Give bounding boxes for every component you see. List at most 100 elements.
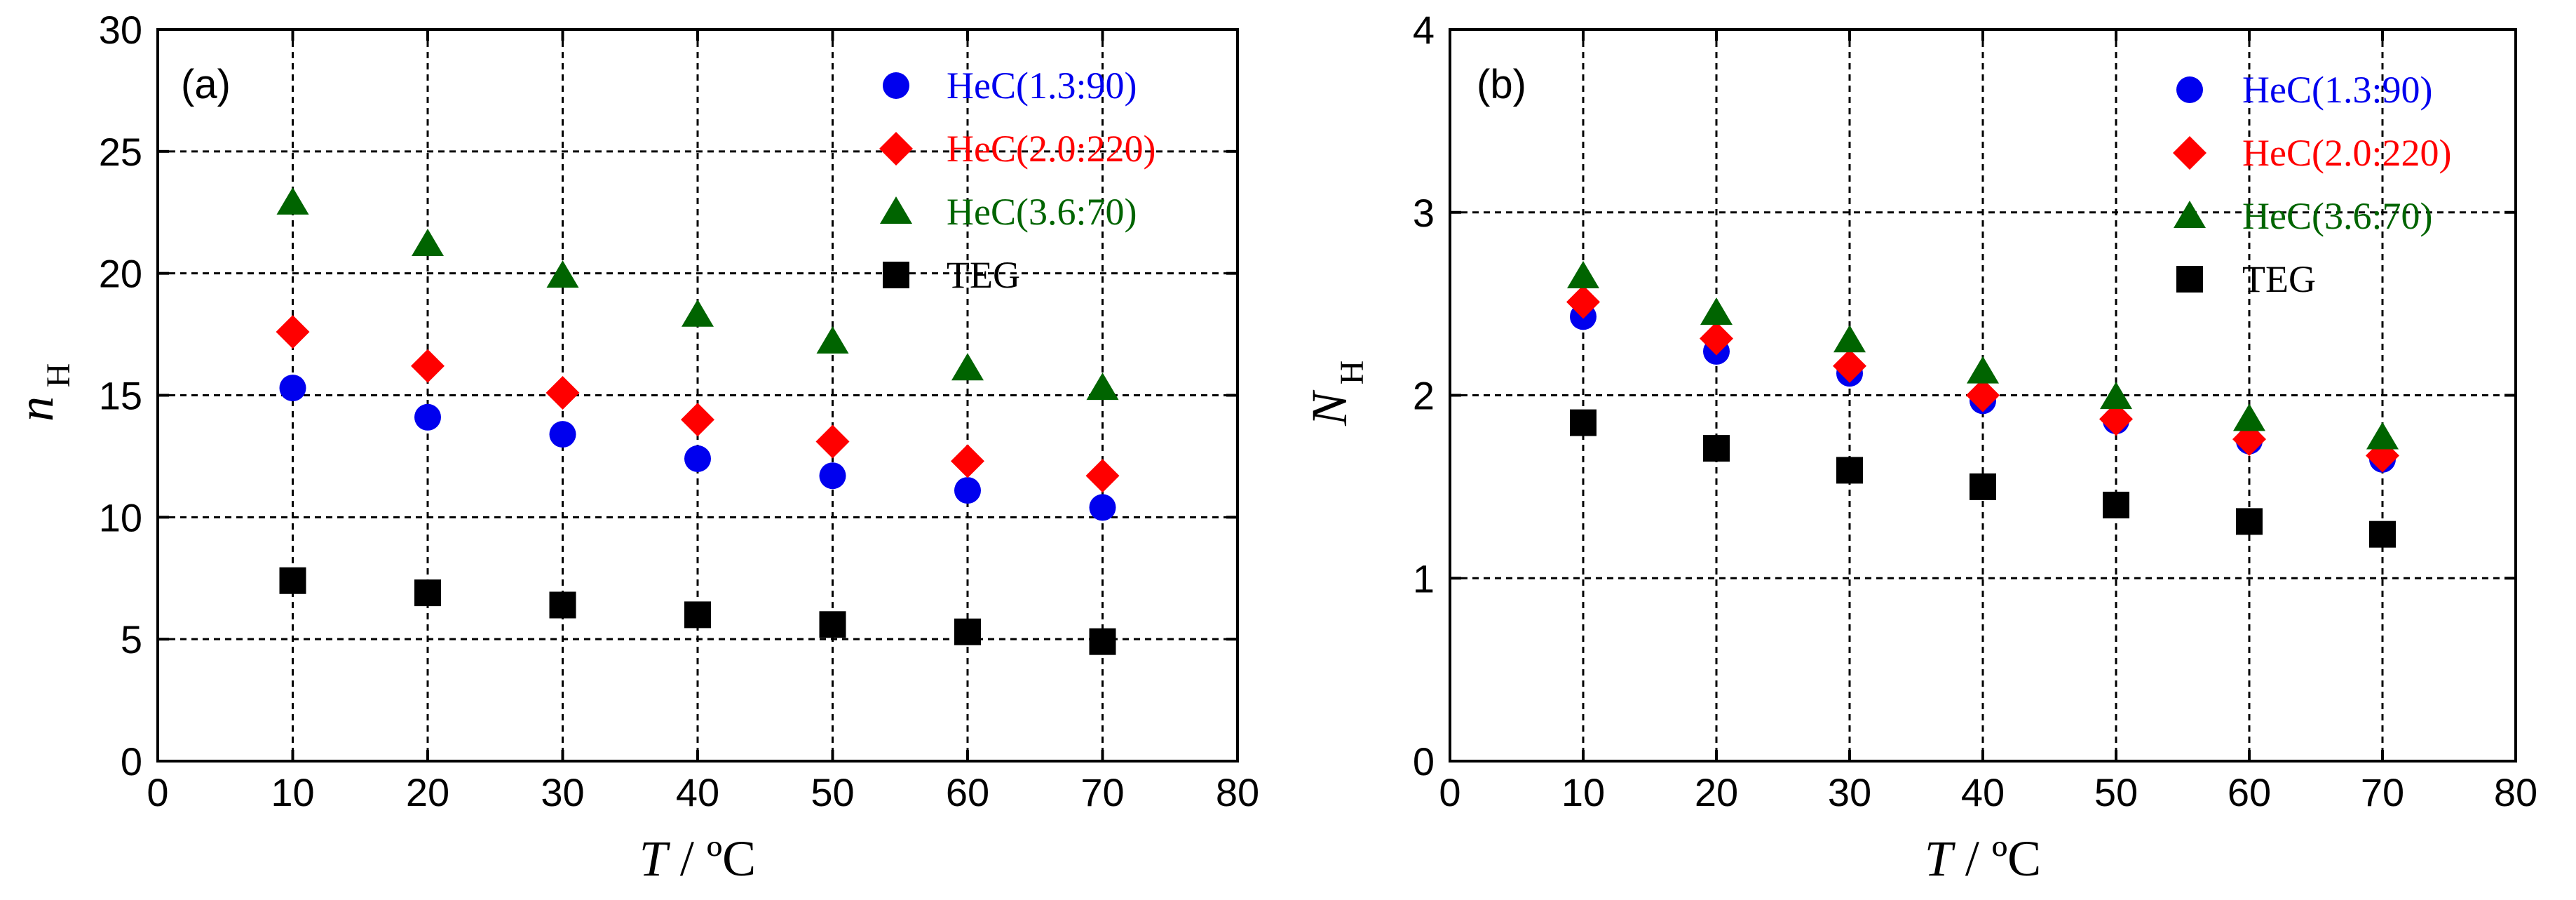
panel-b-point-hec-2-0-220	[1566, 285, 1600, 319]
panel-b-point-hec-2-0-220	[1833, 349, 1866, 383]
panel-a-point-hec-2-0-220	[545, 376, 580, 410]
panel-b-ticks	[1449, 28, 2517, 763]
panel-a-y-tick-label: 25	[99, 130, 142, 174]
panel-a-point-hec-3-6-70	[816, 326, 849, 354]
panel-b-tick-labels: 0 10 20 30 40 50 60 70 80 0 1 2 3 4	[1413, 8, 2537, 814]
panel-b-y-axis-subscript: H	[1334, 361, 1371, 385]
panel-a-x-tick-label: 70	[1080, 770, 1124, 814]
panel-a-point-hec-3-6-70	[951, 353, 984, 381]
panel-a-x-tick-label: 10	[271, 770, 314, 814]
panel-a-legend-label: HeC(2.0:220)	[947, 128, 1155, 170]
panel-a-point-hec-3-6-70	[276, 187, 309, 215]
panel-a-point-teg	[819, 611, 846, 638]
panel-b-legend-label: HeC(1.3:90)	[2242, 69, 2432, 111]
panel-a-point-hec-2-0-220	[681, 403, 714, 437]
panel-b-point-hec-3-6-70	[1700, 297, 1733, 325]
panel-b-x-tick-label: 40	[1961, 770, 2005, 814]
panel-b-point-teg	[2236, 508, 2263, 535]
panel-a-point-hec-2-0-220	[1085, 459, 1120, 493]
panel-b-x-tick-label: 20	[1695, 770, 1738, 814]
panel-a-y-tick-label: 5	[121, 617, 142, 661]
panel-a-legend-marker	[883, 72, 909, 99]
panel-b-x-tick-label: 0	[1439, 770, 1460, 814]
panel-a-legend-marker	[883, 262, 909, 288]
panel-a-y-tick-label: 30	[99, 8, 142, 52]
panel-b-legend-marker	[2176, 266, 2203, 293]
panel-b-legend-label: TEG	[2242, 258, 2316, 300]
panel-a-points	[276, 187, 1120, 655]
panel-a-point-hec-3-6-70	[1086, 372, 1119, 401]
panel-b-x-tick-label: 50	[2094, 770, 2138, 814]
panel-a-y-axis-symbol: n	[8, 396, 64, 422]
panel-a-legend-marker	[880, 196, 912, 224]
panel-a-x-tick-label: 60	[946, 770, 989, 814]
panel-a-label: (a)	[181, 62, 231, 107]
panel-b-point-teg	[2103, 491, 2129, 518]
panel-a-y-tick-label: 10	[99, 495, 142, 539]
panel-a-point-hec-2-0-220	[411, 349, 445, 383]
panel-b-points	[1566, 261, 2399, 548]
panel-b-x-axis-title: T / ºC	[1925, 831, 2041, 887]
panel-a-x-tick-label: 40	[676, 770, 719, 814]
panel-b-point-hec-3-6-70	[1833, 325, 1866, 353]
panel-b-label: (b)	[1477, 62, 1526, 107]
panel-b-point-hec-2-0-220	[2099, 402, 2133, 436]
panel-a-point-hec-1-3-90	[684, 445, 711, 472]
panel-b-y-tick-label: 4	[1413, 8, 1435, 52]
panel-a-point-hec-1-3-90	[414, 403, 441, 431]
panel-a-point-teg	[954, 618, 981, 645]
panel-a-x-axis-symbol: T	[639, 831, 671, 887]
panel-b-point-hec-3-6-70	[1567, 261, 1599, 289]
panel-b-x-tick-label: 10	[1561, 770, 1605, 814]
panel-b-y-axis-title: N H	[1301, 361, 1371, 427]
panel-a: 0 10 20 30 40 50 60 70 80 0 5 10 15 20 25 30 (a) T / ºC…	[8, 8, 1259, 887]
panel-a-legend-label: HeC(1.3:90)	[947, 65, 1137, 107]
panel-a-y-tick-label: 20	[99, 252, 142, 296]
panel-b-x-tick-label: 30	[1828, 770, 1871, 814]
panel-b: 0 10 20 30 40 50 60 70 80 0 1 2 3 4 (b) T / ºC N H He…	[1301, 8, 2537, 887]
panel-b-point-hec-3-6-70	[2233, 403, 2265, 431]
panel-a-ticks	[156, 28, 1239, 763]
panel-b-point-teg	[2369, 520, 2396, 548]
panel-a-x-tick-label: 30	[541, 770, 584, 814]
panel-b-y-axis-symbol: N	[1301, 389, 1357, 427]
panel-b-point-hec-2-0-220	[1700, 321, 1733, 356]
panel-a-x-axis-title: T / ºC	[639, 831, 756, 887]
panel-a-y-tick-label: 15	[99, 374, 142, 418]
panel-a-point-hec-1-3-90	[1089, 494, 1116, 521]
panel-a-tick-labels: 0 10 20 30 40 50 60 70 80 0 5 10 15 20 25 30	[99, 8, 1259, 814]
panel-b-point-teg	[1970, 473, 1996, 500]
panel-a-point-hec-3-6-70	[546, 260, 579, 288]
panel-b-point-teg	[1836, 457, 1863, 484]
panel-a-x-tick-label: 20	[406, 770, 449, 814]
panel-a-x-tick-label: 50	[811, 770, 854, 814]
panel-b-point-hec-3-6-70	[2100, 382, 2132, 410]
panel-a-point-hec-3-6-70	[412, 228, 444, 256]
panel-b-point-hec-3-6-70	[2366, 422, 2399, 450]
panel-a-point-hec-2-0-220	[951, 444, 984, 478]
panel-a-y-axis-subscript: H	[40, 363, 77, 388]
panel-a-x-tick-label: 0	[147, 770, 168, 814]
panel-b-point-teg	[1570, 409, 1597, 436]
panel-a-point-teg	[414, 579, 441, 607]
panel-b-legend-label: HeC(2.0:220)	[2242, 132, 2451, 174]
panel-a-point-hec-1-3-90	[549, 421, 576, 448]
panel-b-x-tick-label: 70	[2361, 770, 2404, 814]
panel-a-x-tick-label: 80	[1216, 770, 1259, 814]
panel-b-legend-label: HeC(3.6:70)	[2242, 195, 2432, 237]
panel-a-y-tick-label: 0	[121, 739, 142, 784]
panel-b-x-tick-label: 80	[2494, 770, 2537, 814]
panel-b-point-teg	[1703, 435, 1730, 462]
panel-a-legend-label: TEG	[947, 254, 1020, 296]
panel-b-legend-marker	[2173, 136, 2206, 170]
panel-a-point-teg	[549, 591, 576, 619]
panel-b-legend: HeC(1.3:90) HeC(2.0:220) HeC(3.6:70) TEG	[2173, 69, 2451, 300]
panel-b-x-axis-unit: / ºC	[1953, 831, 2041, 887]
panel-a-point-teg	[1089, 628, 1116, 655]
panel-a-y-axis-title: n H	[8, 363, 77, 422]
panel-a-point-hec-3-6-70	[682, 299, 714, 327]
panel-b-point-hec-2-0-220	[1966, 378, 2000, 412]
panel-a-point-hec-2-0-220	[815, 424, 850, 459]
panel-a-x-axis-unit: / ºC	[667, 831, 756, 887]
